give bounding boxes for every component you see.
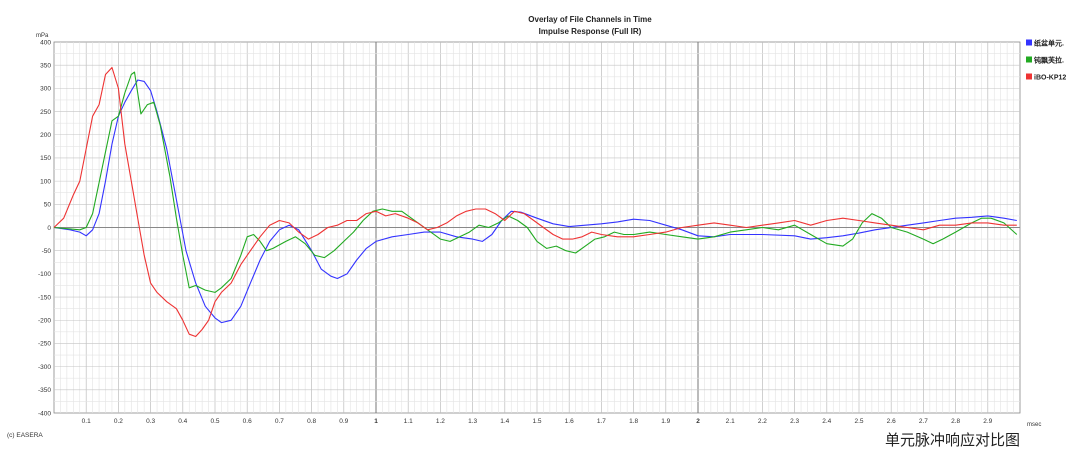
x-tick-label: 1.6 <box>565 418 574 425</box>
x-tick-label: 2.7 <box>919 418 928 425</box>
x-tick-label: 0.5 <box>210 418 219 425</box>
y-tick-label: -50 <box>42 248 52 255</box>
y-tick-label: -350 <box>38 387 51 394</box>
legend-label: 钝飘芙拉. <box>1033 56 1064 65</box>
legend-label: iBO-KP12 <box>1034 75 1066 82</box>
x-tick-label: 2.9 <box>983 418 992 425</box>
x-tick-label: 2.3 <box>790 418 799 425</box>
legend: 纸盆单元. 钝飘芙拉. iBO-KP12 <box>1026 39 1066 82</box>
y-tick-label: -150 <box>38 294 51 301</box>
x-tick-label: 2.1 <box>726 418 735 425</box>
x-tick-label: 1.4 <box>500 418 509 425</box>
x-axis-unit: msec <box>1027 422 1041 428</box>
x-tick-label: 1.7 <box>597 418 606 425</box>
series-line <box>53 71 1018 293</box>
x-tick-label: 0.3 <box>146 418 155 425</box>
x-tick-label: 1.3 <box>468 418 477 425</box>
x-tick-label: 0.9 <box>339 418 348 425</box>
series-line <box>53 66 1017 338</box>
x-tick-label: 0.6 <box>243 418 252 425</box>
y-tick-label: 400 <box>40 39 51 46</box>
y-tick-label: 50 <box>44 202 52 209</box>
x-tick-label: 1.9 <box>661 418 670 425</box>
x-tick-label: 0.2 <box>114 418 123 425</box>
y-tick-label: -300 <box>38 364 51 371</box>
x-tick-label: 2.6 <box>887 418 896 425</box>
legend-label: 纸盆单元. <box>1034 39 1064 48</box>
y-tick-label: -100 <box>38 271 51 278</box>
y-tick-label: 200 <box>40 132 51 139</box>
legend-swatch <box>1026 39 1032 46</box>
y-axis-unit: mPa <box>36 33 49 39</box>
y-tick-label: 350 <box>40 62 51 69</box>
y-tick-label: 100 <box>40 178 51 185</box>
x-axis-ticks: 0.1 0.2 0.3 0.4 0.5 0.6 0.7 0.8 0.9 1 1.1 1.2 1.3 1.4… <box>82 418 993 425</box>
y-tick-label: -250 <box>38 341 51 348</box>
series-lines <box>53 66 1018 338</box>
x-tick-label: 0.4 <box>178 418 187 425</box>
legend-swatch <box>1026 56 1032 63</box>
y-tick-label: -200 <box>38 318 51 325</box>
x-tick-label: 2.2 <box>758 418 767 425</box>
x-tick-label: 1.8 <box>629 418 638 425</box>
x-tick-label: 0.7 <box>275 418 284 425</box>
x-tick-label: 2 <box>696 418 700 425</box>
y-tick-label: 300 <box>40 86 51 93</box>
x-tick-label: 1 <box>374 418 378 425</box>
x-tick-label: 0.1 <box>82 418 91 425</box>
grid <box>54 42 1020 413</box>
x-tick-label: 1.1 <box>404 418 413 425</box>
y-tick-label: 0 <box>47 225 51 232</box>
x-tick-label: 2.5 <box>854 418 863 425</box>
y-axis-ticks: 400 350 300 250 200 150 100 50 0 -50 -100 -150 -200 -… <box>38 39 51 417</box>
x-tick-label: 0.8 <box>307 418 316 425</box>
x-tick-label: 1.5 <box>532 418 541 425</box>
y-tick-label: 150 <box>40 155 51 162</box>
x-tick-label: 1.2 <box>436 418 445 425</box>
chart-title: Overlay of File Channels in Time <box>528 15 652 24</box>
copyright-label: (c) EASERA <box>7 432 43 439</box>
y-tick-label: -400 <box>38 410 51 417</box>
figure-caption: 单元脉冲响应对比图 <box>885 431 1020 449</box>
series-line <box>53 79 1017 324</box>
y-tick-label: 250 <box>40 109 51 116</box>
legend-swatch <box>1026 73 1032 80</box>
x-tick-label: 2.4 <box>822 418 831 425</box>
chart-subtitle: Impulse Response (Full IR) <box>539 27 642 36</box>
x-tick-label: 2.8 <box>951 418 960 425</box>
